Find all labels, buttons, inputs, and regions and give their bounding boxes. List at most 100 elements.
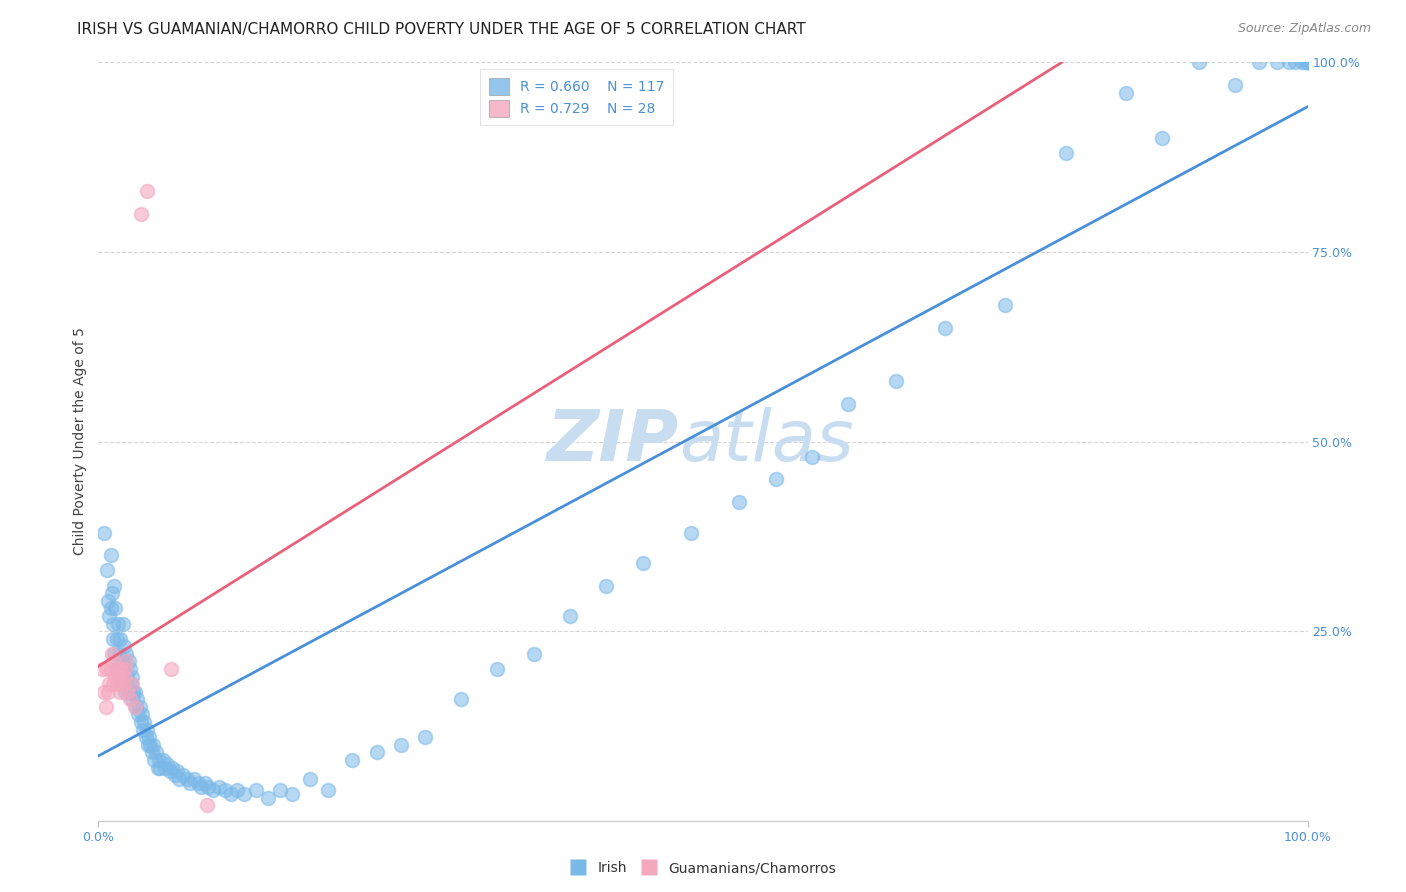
Point [1188,55,1211,70]
Point [1291,55,1313,70]
Point [107,616,129,631]
Point [98,608,121,623]
Point [269,783,291,797]
Point [679,525,702,540]
Point [1267,55,1289,70]
Point [117,669,139,683]
Point [166,764,188,779]
Point [176,772,198,786]
Point [486,662,509,676]
Point [256,791,278,805]
Point [139,738,162,752]
Point [96,564,118,578]
Point [91,662,114,676]
Point [103,647,125,661]
Point [1296,55,1319,70]
Point [143,753,166,767]
Point [1278,55,1301,70]
Text: ZIP: ZIP [547,407,679,476]
Point [115,655,138,669]
Point [121,677,143,691]
Point [149,760,172,774]
Point [221,787,243,801]
Point [342,753,364,767]
Point [118,662,141,676]
Legend: R = 0.660    N = 117, R = 0.729    N = 28: R = 0.660 N = 117, R = 0.729 N = 28 [481,70,673,126]
Point [129,715,152,730]
Point [138,730,160,744]
Point [523,647,546,661]
Point [103,655,125,669]
Point [160,662,183,676]
Point [100,586,122,600]
Point [118,655,141,669]
Point [118,685,141,699]
Point [94,699,117,714]
Point [187,776,209,790]
Point [124,685,146,699]
Point [112,639,135,653]
Point [232,787,254,801]
Point [121,669,143,683]
Point [100,647,122,661]
Point [728,495,751,509]
Point [886,374,908,388]
Point [108,669,131,683]
Point [837,396,859,410]
Point [134,715,156,730]
Point [127,707,149,722]
Point [108,662,131,676]
Point [159,764,181,779]
Point [765,473,787,487]
Point [172,768,194,782]
Point [107,677,129,691]
Point [1054,146,1077,161]
Point [110,662,132,676]
Point [132,723,155,737]
Point [128,699,150,714]
Point [299,772,322,786]
Point [160,760,183,774]
Point [197,780,219,794]
Point [121,692,143,706]
Point [105,632,128,646]
Point [111,655,134,669]
Point [413,730,436,744]
Point [226,783,249,797]
Legend: Irish, Guamanians/Chamorros: Irish, Guamanians/Chamorros [564,855,842,880]
Text: atlas: atlas [679,407,853,476]
Point [110,677,132,691]
Point [1296,55,1319,70]
Point [100,662,122,676]
Point [994,298,1017,312]
Point [100,601,122,615]
Point [152,753,174,767]
Point [104,669,127,683]
Point [122,685,145,699]
Point [108,647,131,661]
Point [101,677,124,691]
Point [108,685,131,699]
Point [245,783,267,797]
Point [105,662,128,676]
Point [131,707,153,722]
Point [135,184,157,198]
Point [1223,78,1246,92]
Point [111,616,134,631]
Point [631,556,654,570]
Point [169,772,191,786]
Point [124,699,146,714]
Point [202,783,225,797]
Point [135,723,157,737]
Point [141,746,163,760]
Point [96,662,118,676]
Point [595,579,617,593]
Point [153,760,176,774]
Point [93,685,115,699]
Point [97,594,120,608]
Point [163,768,186,782]
Point [800,450,823,464]
Point [127,692,149,706]
Point [114,662,136,676]
Point [118,692,141,706]
